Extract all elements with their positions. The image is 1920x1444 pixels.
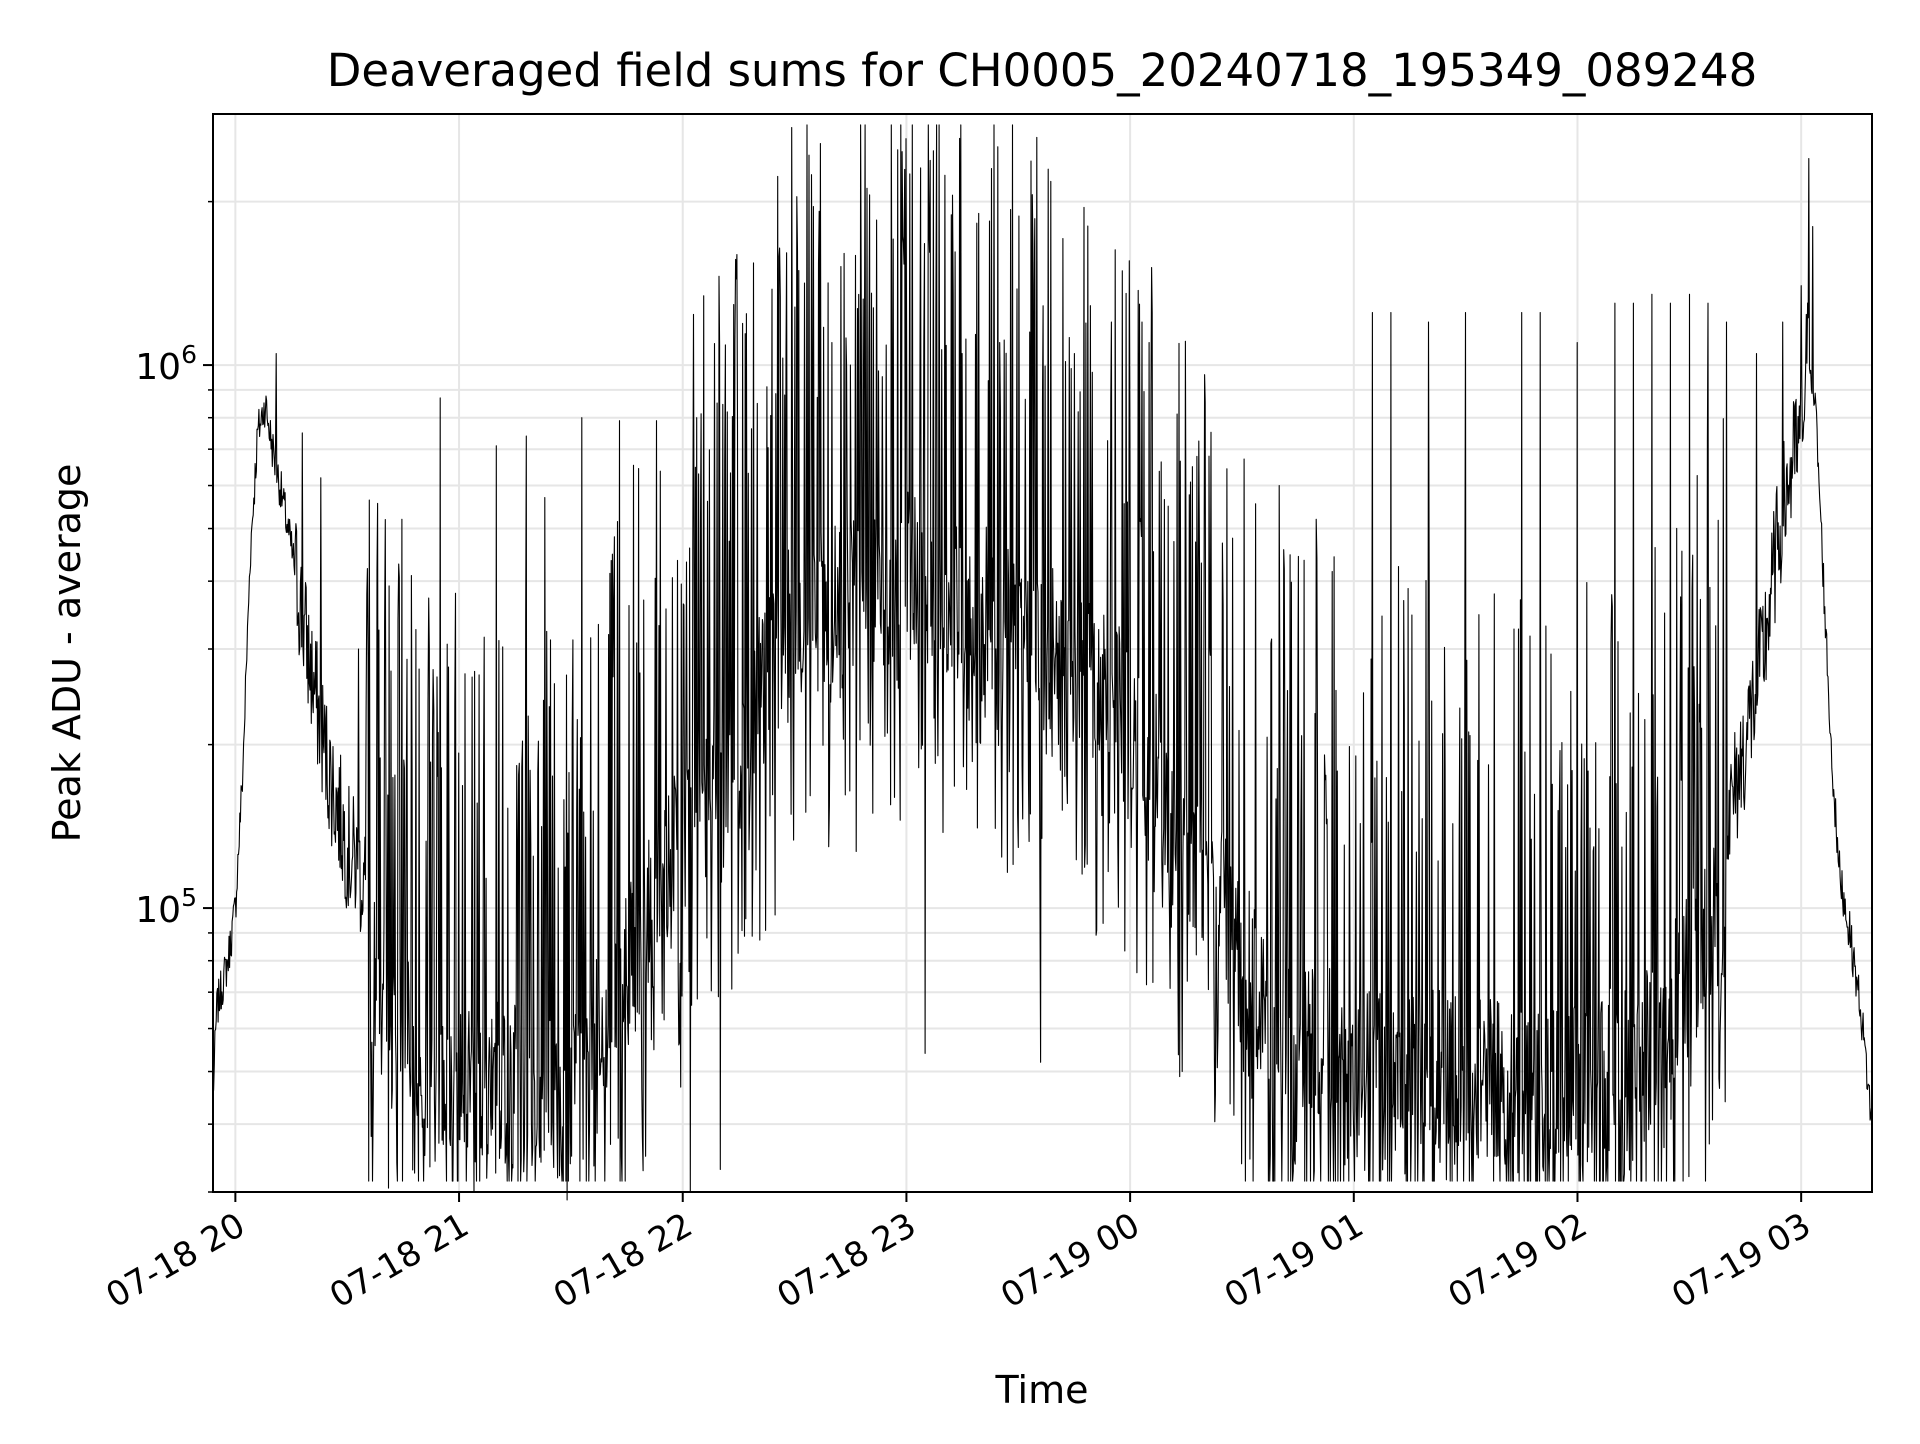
x-axis-label: Time: [995, 1368, 1089, 1412]
y-tick-label: 106: [135, 340, 197, 388]
y-axis: 105 106: [135, 200, 213, 1193]
series-layer: [212, 124, 1873, 1201]
chart-title: Deaveraged field sums for CH0005_2024071…: [327, 44, 1757, 97]
data-series-line: [212, 124, 1873, 1201]
plot-frame: [212, 113, 1873, 1193]
y-axis-label: Peak ADU - average: [45, 464, 89, 843]
y-tick-label: 105: [135, 883, 197, 931]
